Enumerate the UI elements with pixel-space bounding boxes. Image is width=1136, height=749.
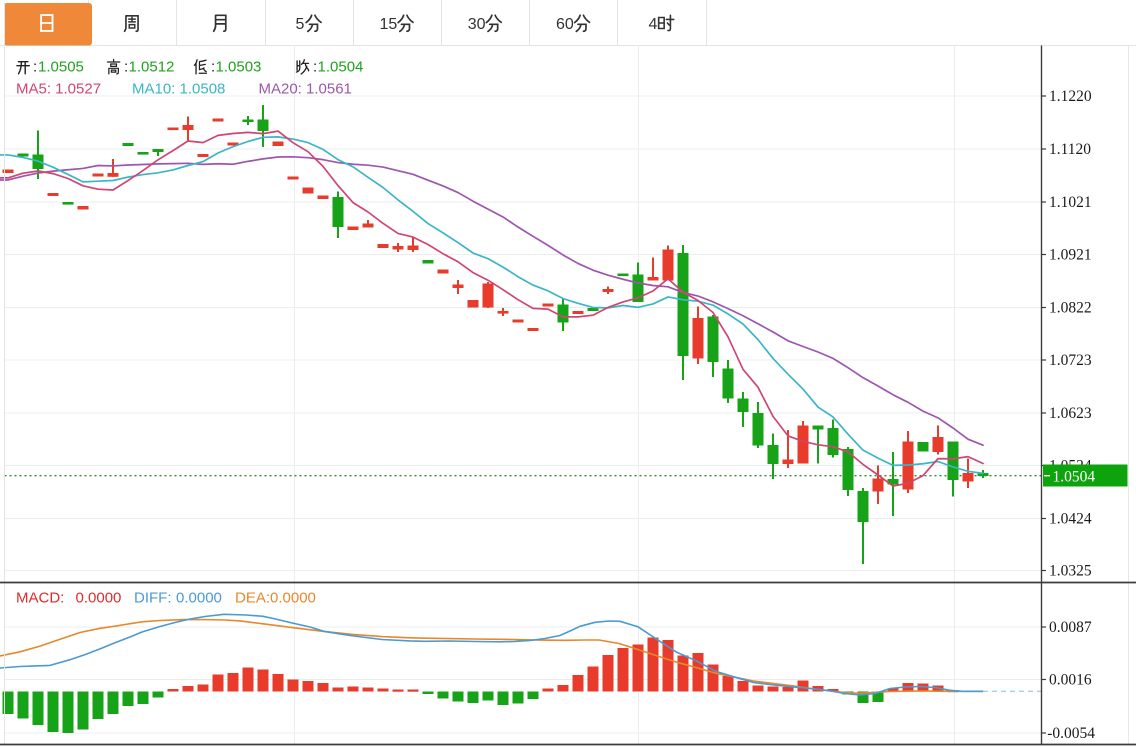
svg-text:1.0505: 1.0505 [38, 59, 84, 76]
svg-text:1.0504: 1.0504 [1053, 469, 1096, 486]
svg-text:30: 30 [468, 16, 486, 33]
svg-text::: : [124, 59, 128, 76]
svg-text:1.0822: 1.0822 [1049, 300, 1092, 317]
svg-text:MACD:: MACD: [16, 590, 64, 607]
svg-text:0.0000: 0.0000 [176, 590, 222, 607]
svg-text:0.0087: 0.0087 [1049, 619, 1092, 636]
svg-text:1.1021: 1.1021 [1049, 194, 1092, 211]
svg-text:-0.0054: -0.0054 [1047, 725, 1095, 742]
svg-text:MA5: 1.0527: MA5: 1.0527 [16, 81, 101, 98]
svg-text:0.0000: 0.0000 [270, 590, 316, 607]
svg-text::: : [211, 59, 215, 76]
svg-text:15: 15 [380, 16, 398, 33]
svg-text:1.0503: 1.0503 [216, 59, 262, 76]
svg-text::: : [33, 59, 37, 76]
svg-text:1.1220: 1.1220 [1049, 88, 1092, 105]
svg-text:1.0424: 1.0424 [1049, 511, 1092, 528]
svg-text:DIFF:: DIFF: [134, 590, 172, 607]
svg-text:1.0504: 1.0504 [318, 59, 364, 76]
svg-text:1.0921: 1.0921 [1049, 247, 1092, 264]
svg-text:4: 4 [649, 16, 658, 33]
svg-text:0.0016: 0.0016 [1049, 672, 1092, 689]
svg-text:0.0000: 0.0000 [76, 590, 122, 607]
svg-text:5: 5 [296, 16, 305, 33]
svg-text:MA10: 1.0508: MA10: 1.0508 [132, 81, 225, 98]
svg-text:1.0325: 1.0325 [1049, 563, 1092, 580]
svg-text:1.0512: 1.0512 [129, 59, 175, 76]
svg-text:DEA:: DEA: [235, 590, 270, 607]
svg-text:MA20: 1.0561: MA20: 1.0561 [259, 81, 352, 98]
svg-text:1.1120: 1.1120 [1049, 141, 1091, 158]
svg-text:1.0623: 1.0623 [1049, 405, 1092, 422]
svg-text::: : [313, 59, 317, 76]
svg-text:1.0723: 1.0723 [1049, 352, 1092, 369]
svg-text:60: 60 [556, 16, 574, 33]
